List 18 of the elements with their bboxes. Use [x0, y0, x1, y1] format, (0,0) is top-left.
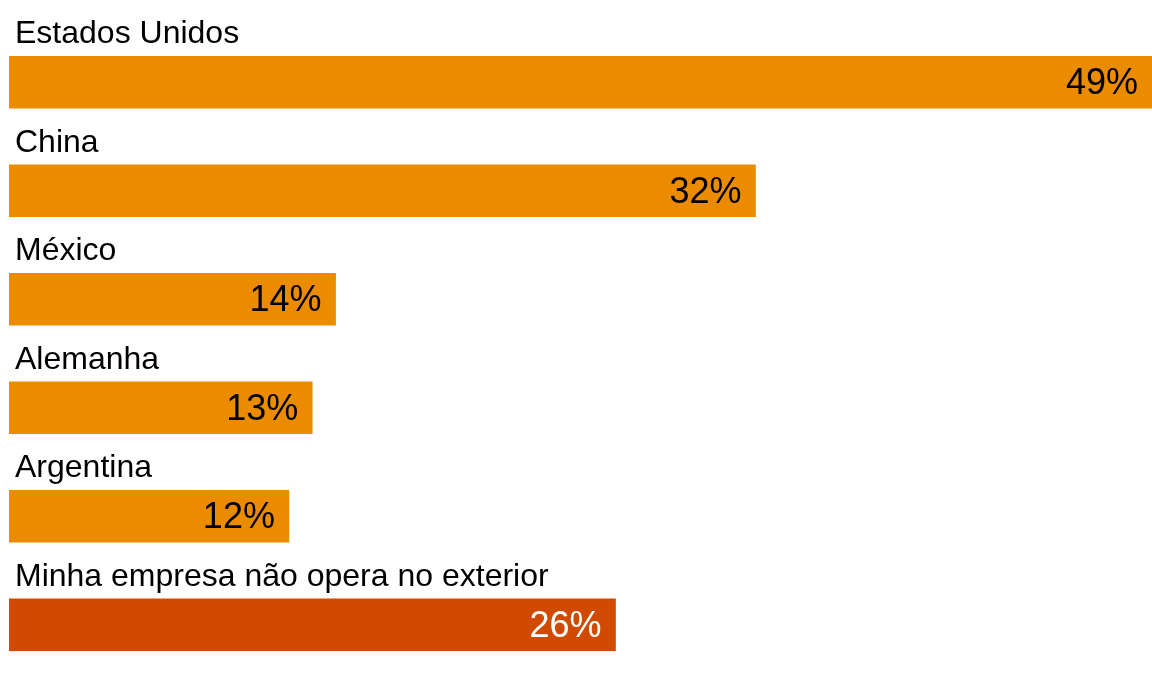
- bar: [9, 489, 290, 543]
- bar: [9, 55, 1152, 109]
- y-tick-label: China: [15, 122, 99, 159]
- bar: [9, 598, 616, 652]
- bar: [9, 164, 756, 218]
- data-label: 14%: [249, 278, 322, 320]
- y-tick-label: Minha empresa não opera no exterior: [15, 556, 549, 593]
- bar: [9, 381, 313, 435]
- bar: [9, 272, 336, 326]
- y-tick-label: Alemanha: [15, 339, 160, 376]
- data-label: 26%: [529, 603, 602, 645]
- y-tick-label: México: [15, 231, 117, 268]
- data-label: 13%: [226, 386, 299, 428]
- y-tick-label: Estados Unidos: [15, 14, 240, 51]
- data-label: 12%: [202, 495, 275, 537]
- y-tick-label: Argentina: [15, 448, 153, 485]
- data-label: 32%: [669, 169, 742, 211]
- data-label: 49%: [1065, 61, 1138, 103]
